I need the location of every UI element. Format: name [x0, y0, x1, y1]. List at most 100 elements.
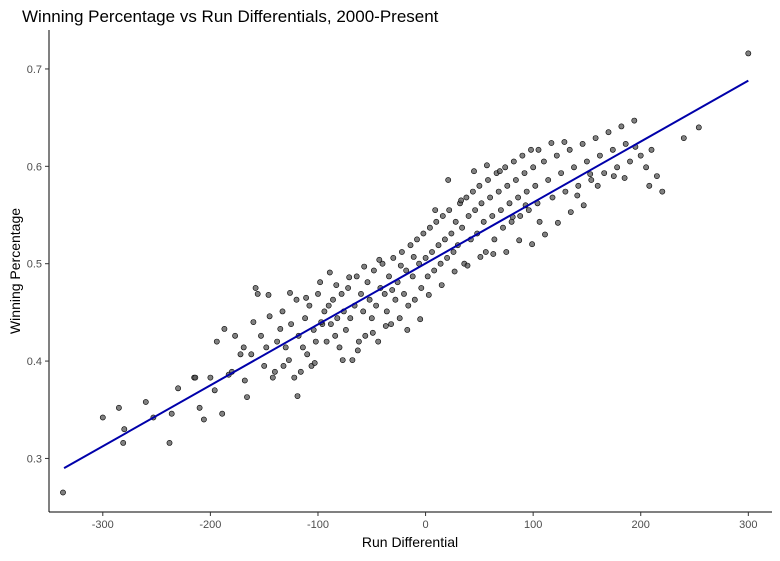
data-point: [362, 332, 369, 339]
data-point: [536, 218, 543, 225]
data-point: [631, 117, 638, 124]
data-point: [361, 263, 368, 270]
data-point: [398, 249, 405, 255]
data-point: [548, 140, 555, 146]
data-point: [541, 158, 547, 165]
data-point: [142, 399, 149, 405]
data-point: [508, 218, 515, 225]
data-point: [555, 219, 561, 226]
data-point: [410, 253, 417, 260]
data-point: [517, 213, 524, 219]
data-point: [659, 188, 666, 195]
data-point: [321, 308, 328, 315]
data-point: [403, 267, 410, 274]
data-point: [489, 213, 496, 219]
data-point: [417, 316, 424, 323]
data-point: [464, 262, 471, 269]
data-point: [120, 439, 127, 446]
data-point: [521, 170, 528, 176]
data-point: [597, 152, 603, 159]
data-point: [388, 321, 394, 327]
data-point: [293, 296, 300, 303]
data-point: [285, 357, 292, 363]
data-point: [407, 242, 414, 249]
data-point: [566, 146, 573, 153]
data-point: [579, 140, 586, 147]
data-point: [418, 285, 425, 291]
data-point: [609, 146, 616, 153]
data-point: [99, 414, 106, 421]
data-point: [409, 273, 416, 280]
data-point: [265, 291, 272, 298]
data-point: [349, 357, 356, 363]
data-point: [405, 302, 412, 309]
data-point: [432, 207, 439, 213]
data-point: [338, 290, 345, 297]
data-point: [497, 207, 504, 213]
data-point: [580, 202, 587, 209]
data-point: [175, 385, 181, 392]
data-point: [392, 296, 399, 303]
data-point: [274, 338, 280, 345]
data-point: [360, 308, 367, 315]
data-point: [420, 230, 427, 237]
data-point: [643, 164, 649, 171]
data-point: [465, 213, 472, 219]
data-point: [463, 194, 470, 201]
data-point: [529, 241, 535, 248]
data-point: [525, 207, 532, 213]
data-point: [383, 308, 390, 315]
data-point: [618, 123, 625, 130]
y-tick-label: 0.3: [27, 453, 42, 465]
data-point: [211, 387, 218, 394]
data-point: [637, 152, 644, 159]
y-ticks: 0.3 0.4 0.5 0.6 0.7: [27, 64, 49, 465]
data-point: [382, 323, 389, 329]
data-point: [390, 254, 397, 261]
data-point: [373, 302, 379, 309]
data-point: [535, 146, 542, 153]
data-point: [567, 209, 574, 215]
data-point: [422, 254, 429, 261]
data-point: [269, 374, 276, 381]
data-point: [504, 182, 511, 189]
data-point: [437, 260, 444, 267]
data-point: [121, 426, 128, 433]
data-point: [648, 146, 655, 153]
data-point: [297, 368, 304, 375]
x-axis-label: Run Differential: [362, 534, 458, 550]
data-point: [588, 177, 595, 183]
data-point: [621, 175, 628, 181]
data-point: [469, 188, 476, 195]
data-point: [345, 285, 351, 291]
data-point: [347, 315, 354, 322]
data-point: [332, 332, 339, 339]
data-point: [404, 326, 411, 333]
y-tick-label: 0.5: [27, 259, 42, 271]
data-point: [379, 260, 386, 267]
data-point: [558, 170, 564, 176]
data-point: [594, 182, 601, 189]
x-tick-label: 100: [524, 519, 542, 531]
data-point: [287, 289, 293, 296]
data-point: [339, 357, 346, 363]
y-tick-label: 0.6: [27, 161, 42, 173]
data-point: [553, 152, 560, 159]
data-point: [614, 164, 620, 171]
data-point: [232, 332, 238, 339]
data-point: [311, 360, 318, 366]
data-point: [282, 344, 289, 351]
data-point: [166, 439, 173, 446]
data-point: [429, 249, 435, 255]
data-point: [562, 188, 569, 195]
data-point: [306, 302, 313, 309]
chart-title: Winning Percentage vs Run Differentials,…: [22, 7, 439, 26]
data-point: [364, 279, 371, 286]
x-tick-label: 200: [632, 519, 650, 531]
data-point: [528, 146, 534, 153]
data-point: [389, 287, 396, 293]
data-point: [610, 173, 617, 179]
data-point: [303, 294, 309, 301]
data-point: [435, 242, 442, 249]
